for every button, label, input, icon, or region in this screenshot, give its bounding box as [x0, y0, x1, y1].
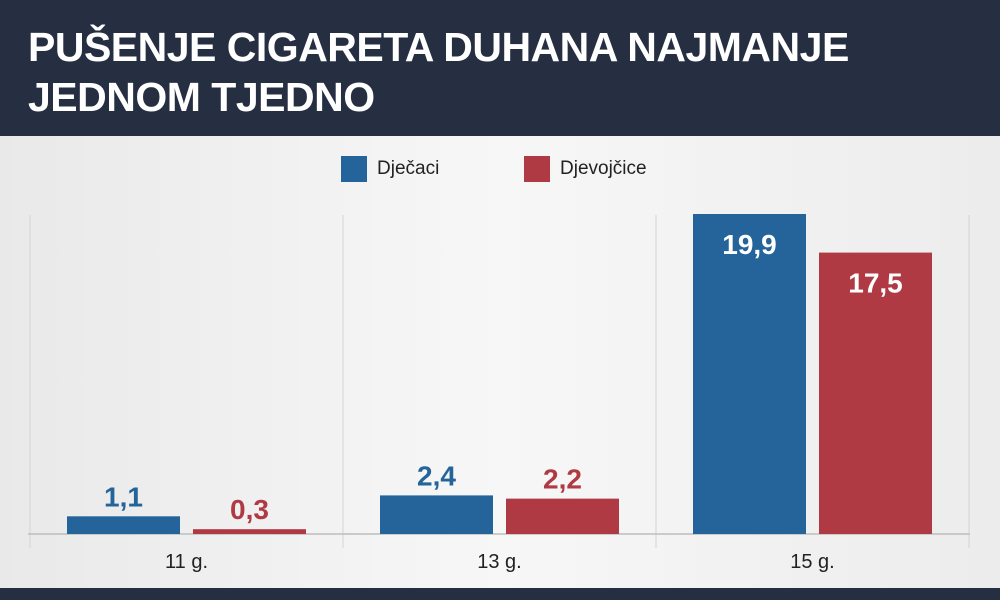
chart-title-line-1: PUŠENJE CIGARETA DUHANA NAJMANJE [28, 24, 849, 70]
chart-title-line-2: JEDNOM TJEDNO [28, 74, 375, 120]
footer-bar [0, 588, 1000, 600]
legend-label-boys: Dječaci [377, 158, 440, 179]
bar-girls-1 [506, 498, 619, 534]
x-tick-label-2: 15 g. [790, 551, 834, 573]
bar-girls-0 [193, 529, 306, 534]
bar-boys-1 [380, 495, 493, 534]
data-label-girls-2: 17,5 [848, 268, 903, 299]
bar-boys-2 [693, 214, 806, 534]
data-label-boys-0: 1,1 [104, 481, 143, 512]
data-label-boys-1: 2,4 [417, 460, 456, 491]
legend-item-girls: Djevojčice [524, 156, 647, 182]
legend-swatch-boys [341, 156, 367, 182]
legend-swatch-girls [524, 156, 550, 182]
chart-title: PUŠENJE CIGARETA DUHANA NAJMANJE JEDNOM … [28, 22, 968, 122]
legend-item-boys: Dječaci [341, 156, 439, 182]
bar-girls-2 [819, 252, 932, 535]
legend-label-girls: Djevojčice [560, 158, 647, 179]
header-bar: PUŠENJE CIGARETA DUHANA NAJMANJE JEDNOM … [0, 0, 1000, 136]
x-tick-label-0: 11 g. [165, 551, 208, 573]
bar-boys-0 [67, 516, 180, 534]
x-tick-label-1: 13 g. [477, 551, 521, 573]
data-label-girls-1: 2,2 [543, 464, 582, 495]
data-label-girls-0: 0,3 [230, 494, 269, 525]
data-label-boys-2: 19,9 [722, 229, 777, 260]
